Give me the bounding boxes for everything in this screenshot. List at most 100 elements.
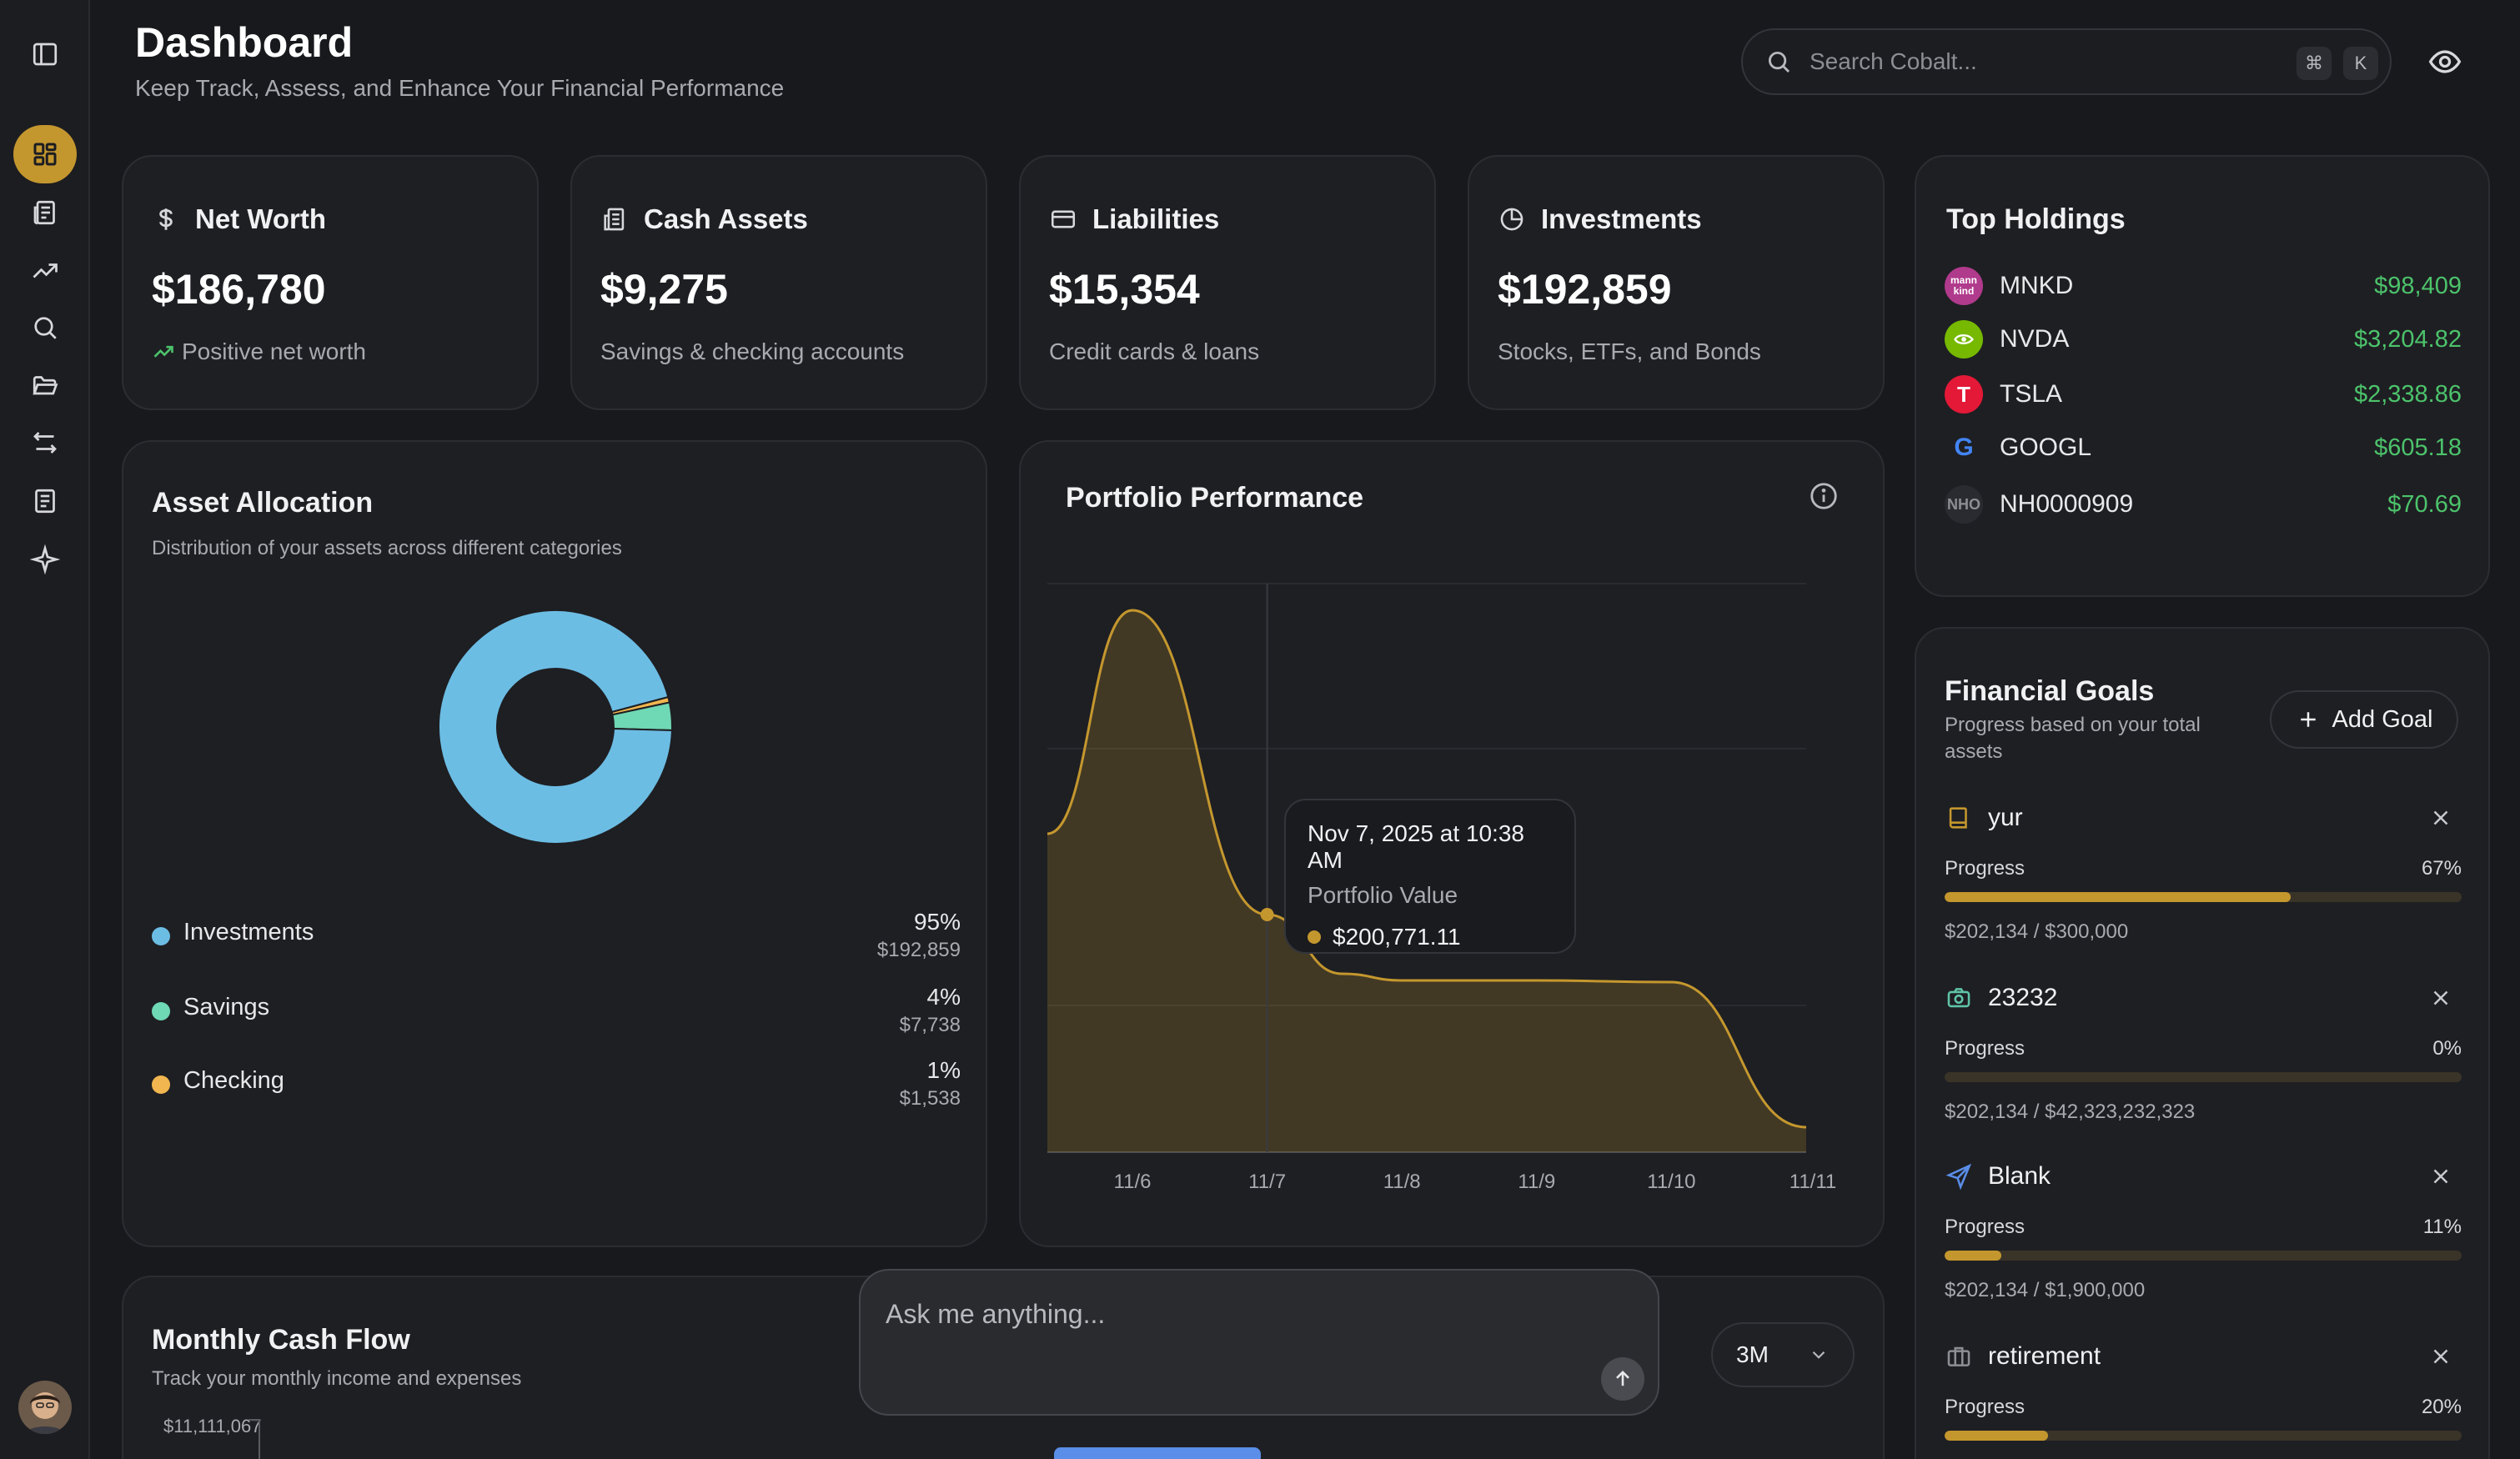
pie-chart-icon: [1500, 208, 1524, 231]
chat-input[interactable]: [886, 1299, 1569, 1349]
search-bar[interactable]: ⌘ K: [1741, 28, 2392, 95]
donut-slice-investments[interactable]: [438, 609, 673, 845]
close-icon[interactable]: [2428, 805, 2453, 830]
cash-assets-card: Cash Assets $9,275 Savings & checking ac…: [570, 155, 987, 410]
sidebar-toggle-button[interactable]: [13, 25, 77, 83]
holding-row[interactable]: NVDA $3,204.82: [1945, 317, 2462, 362]
avatar[interactable]: [18, 1381, 72, 1434]
goal-progress-label: Progress: [1945, 857, 2026, 880]
send-button[interactable]: [1601, 1357, 1644, 1401]
x-tick-label: 11/11: [1789, 1171, 1837, 1193]
legend-percent: 95%: [913, 909, 961, 935]
cash-assets-label: Cash Assets: [644, 203, 808, 234]
investments-sub: Stocks, ETFs, and Bonds: [1498, 338, 1761, 364]
close-icon[interactable]: [2428, 1344, 2453, 1369]
goal-progress-percent: 67%: [2421, 857, 2462, 880]
holding-row[interactable]: G GOOGL $605.18: [1945, 425, 2462, 470]
plane-icon: [1945, 1163, 1972, 1191]
goal-item: 23232 Progress 0% $202,134 / $42,323,232,32…: [1945, 979, 2462, 1146]
goal-progress-fill: [1945, 892, 2292, 902]
cash-flow-subtitle: Track your monthly income and expenses: [152, 1367, 522, 1390]
asset-allocation-subtitle: Distribution of your assets across diffe…: [152, 537, 622, 559]
liabilities-card: Liabilities $15,354 Credit cards & loans: [1019, 155, 1436, 410]
net-worth-card: Net Worth $186,780 Positive net worth: [122, 155, 539, 410]
receipt-icon: [33, 200, 55, 225]
transfer-icon: [33, 432, 57, 454]
tooltip-value: $200,771.11: [1333, 924, 1461, 950]
sidebar-item-ai[interactable]: [13, 530, 77, 589]
toggle-visibility-button[interactable]: [2422, 38, 2468, 85]
asset-allocation-title: Asset Allocation: [152, 487, 374, 519]
financial-goals-card: Financial Goals Progress based on your t…: [1915, 627, 2490, 1459]
tooltip-date: Nov 7, 2025 at 10:38 AM: [1308, 820, 1524, 873]
user-avatar-icon: [18, 1381, 72, 1434]
legend-dot: [152, 1002, 170, 1020]
book-icon: [1949, 807, 1967, 829]
close-icon[interactable]: [2428, 1164, 2453, 1189]
holding-symbol: NH0000909: [2000, 490, 2134, 518]
sidebar-item-files[interactable]: [13, 357, 77, 415]
holding-symbol: GOOGL: [2000, 434, 2092, 461]
legend-percent: 1%: [926, 1057, 961, 1083]
search-icon: [1768, 51, 1790, 73]
info-icon[interactable]: [1808, 480, 1840, 512]
sidebar-item-performance[interactable]: [13, 242, 77, 300]
close-icon[interactable]: [2428, 985, 2453, 1010]
goal-name: 23232: [1988, 984, 2058, 1011]
cash-flow-y-axis: [259, 1419, 260, 1459]
search-input[interactable]: [1810, 48, 2277, 75]
holding-row[interactable]: T TSLA $2,338.86: [1945, 372, 2462, 417]
sidebar-item-dashboard[interactable]: [13, 125, 77, 183]
holding-logo-icon: mann kind: [1945, 267, 1983, 305]
portfolio-performance-title: Portfolio Performance: [1066, 482, 1364, 514]
holding-row[interactable]: NHO NH0000909 $70.69: [1945, 482, 2462, 527]
goal-progress-label: Progress: [1945, 1396, 2026, 1418]
x-tick-label: 11/9: [1518, 1171, 1556, 1193]
legend-label: Savings: [183, 994, 270, 1020]
page-title: Dashboard: [135, 19, 354, 66]
asset-allocation-card: Asset Allocation Distribution of your as…: [122, 440, 987, 1247]
net-worth-sub: Positive net worth: [182, 338, 366, 364]
document-icon: [35, 489, 55, 514]
goal-name: yur: [1988, 804, 2023, 831]
legend-amount: $7,738: [899, 1014, 961, 1036]
goal-progress-percent: 11%: [2422, 1216, 2462, 1238]
liabilities-value: $15,354: [1049, 266, 1200, 313]
holding-row[interactable]: mann kind MNKD $98,409: [1945, 263, 2462, 308]
cash-flow-bar: [1054, 1447, 1261, 1459]
camera-icon: [1947, 988, 1970, 1008]
building-icon: [604, 208, 625, 231]
goal-amount: $202,134 / $300,000: [1945, 920, 2129, 943]
holding-logo-icon: NHO: [1945, 485, 1983, 524]
sidebar-item-search[interactable]: [13, 298, 77, 357]
layout-grid-icon: [33, 143, 57, 166]
holding-value: $70.69: [2387, 490, 2462, 518]
chat-box[interactable]: [859, 1269, 1659, 1416]
financial-goals-subtitle: Progress based on your total assets: [1945, 714, 2201, 763]
goal-amount: $202,134 / $42,323,232,323: [1945, 1101, 2196, 1123]
sidebar-item-reports[interactable]: [13, 472, 77, 530]
tooltip-series-dot: [1308, 930, 1321, 944]
goal-progress-percent: 0%: [2432, 1037, 2462, 1060]
goal-progress-fill: [1945, 1251, 2002, 1261]
goal-amount: $202,134 / $1,900,000: [1945, 1279, 2146, 1301]
nvidia-eye-icon: [1954, 334, 1975, 344]
cash-flow-y-tick: [248, 1419, 260, 1421]
liabilities-header: Liabilities: [1049, 203, 1219, 235]
tooltip-label: Portfolio Value: [1308, 882, 1458, 908]
folder-icon: [33, 376, 58, 395]
add-goal-button[interactable]: Add Goal: [2270, 690, 2458, 749]
holding-symbol: MNKD: [2000, 272, 2074, 299]
shortcut-cmd-badge: ⌘: [2297, 47, 2332, 80]
range-select[interactable]: 3M: [1711, 1322, 1855, 1387]
cash-assets-header: Cash Assets: [600, 203, 808, 235]
sidebar-item-accounts[interactable]: [13, 183, 77, 242]
credit-card-icon: [1051, 210, 1076, 228]
goal-progress-label: Progress: [1945, 1216, 2026, 1238]
range-select-value: 3M: [1736, 1341, 1769, 1367]
goal-progress-bar: [1945, 1431, 2462, 1441]
top-holdings-title: Top Holdings: [1946, 203, 2126, 235]
net-worth-header: Net Worth: [152, 203, 326, 235]
sidebar-item-transfers[interactable]: [13, 414, 77, 472]
goal-name: retirement: [1988, 1342, 2101, 1370]
